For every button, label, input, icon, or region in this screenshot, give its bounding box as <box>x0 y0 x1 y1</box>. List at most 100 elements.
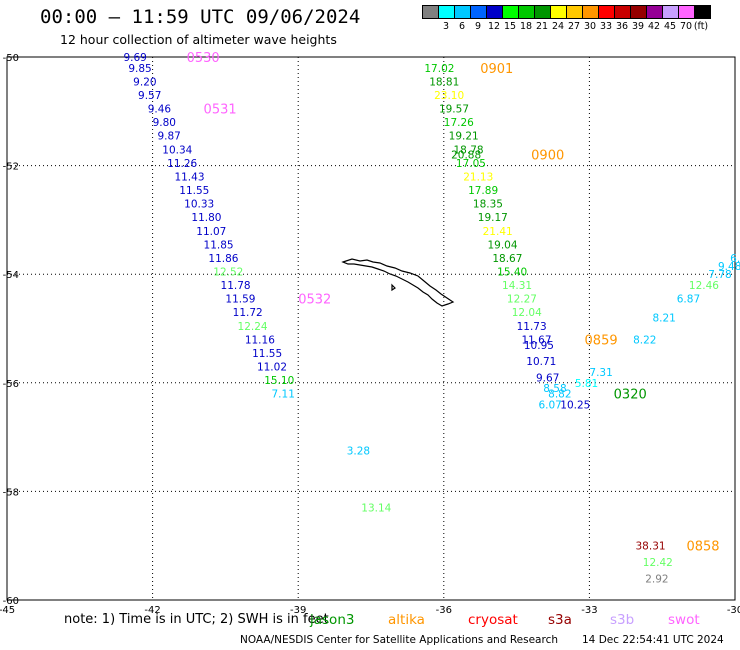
wave-height-value: 9.85 <box>128 63 151 75</box>
wave-height-value: 9.87 <box>157 131 180 143</box>
wave-height-value: 10.95 <box>524 340 554 352</box>
wave-height-value: 12.42 <box>643 557 673 569</box>
wave-height-value: 10.33 <box>184 199 214 211</box>
pass-time-label: 0531 <box>204 103 237 118</box>
lat-tick-label: -52 <box>3 162 19 173</box>
wave-height-value: 6.50 <box>730 253 740 265</box>
pass-time-labels: 0530 0531 0532 0901 0900 0859 0320 0858 <box>187 51 720 555</box>
pass-time-label: 0900 <box>531 149 564 164</box>
legend-label: 30 <box>583 21 597 32</box>
legend-label: 9 <box>474 21 482 32</box>
wave-height-value: 10.25 <box>560 400 590 412</box>
wave-height-value: 11.80 <box>191 212 221 224</box>
wave-height-value: 8.82 <box>548 389 571 401</box>
wave-height-value: 6.07 <box>538 400 561 412</box>
legend-label: 70 <box>679 21 693 32</box>
wave-height-value: 8.58 <box>543 383 566 395</box>
lon-tick-label: -36 <box>436 605 452 616</box>
legend-label: 39 <box>631 21 645 32</box>
wave-height-value: 20.88 <box>451 150 481 162</box>
legend-label: 24 <box>551 21 565 32</box>
page-subtitle: 12 hour collection of altimeter wave hei… <box>60 32 337 47</box>
legend-label: 6 <box>458 21 466 32</box>
wave-height-value: 11.55 <box>179 185 209 197</box>
legend-label: 33 <box>599 21 613 32</box>
lon-tick-label: -33 <box>581 605 597 616</box>
south-georgia-island-coastline <box>341 258 455 307</box>
wave-height-value: 10.34 <box>162 144 192 156</box>
wave-height-value: 9.57 <box>138 90 161 102</box>
wave-height-value: 7.78 <box>708 269 731 281</box>
wave-height-value: 10.71 <box>526 356 556 368</box>
satellite-name: altika <box>388 612 425 628</box>
footer-note: note: 1) Time is in UTC; 2) SWH is in fe… <box>64 612 329 627</box>
wave-height-value: 7.11 <box>272 389 295 401</box>
satellite-name: jason3 <box>310 612 355 628</box>
wave-height-value: 12.52 <box>213 266 243 278</box>
lat-tick-label: -54 <box>3 270 19 281</box>
lat-tick-label: -56 <box>3 379 19 390</box>
wave-height-value: 21.13 <box>463 171 493 183</box>
lon-tick-label: -39 <box>290 605 306 616</box>
wave-height-value: 15.10 <box>264 375 294 387</box>
wave-height-value: 12.04 <box>512 307 542 319</box>
legend-label: 27 <box>567 21 581 32</box>
wave-height-value: 9.20 <box>133 76 156 88</box>
wave-height-value: 19.04 <box>487 239 517 251</box>
wave-height-value: 18.78 <box>454 144 484 156</box>
wave-height-value: 21.41 <box>483 226 513 238</box>
credit-line: NOAA/NESDIS Center for Satellite Applica… <box>240 634 558 646</box>
pass-time-label: 0320 <box>614 388 647 403</box>
wave-height-value: 11.67 <box>521 334 551 346</box>
satellite-name: swot <box>668 612 700 628</box>
wave-height-value: 5.81 <box>575 378 598 390</box>
legend-label: 21 <box>535 21 549 32</box>
legend-label: 18 <box>519 21 533 32</box>
wave-height-value: 19.21 <box>449 131 479 143</box>
generated-timestamp: 14 Dec 22:54:41 UTC 2024 <box>582 634 724 646</box>
wave-height-value: 11.16 <box>245 334 275 346</box>
wave-height-value: 8.21 <box>652 313 675 325</box>
lat-tick-label: -58 <box>3 487 19 498</box>
wave-height-value: 19.17 <box>478 212 508 224</box>
wave-height-value: 3.28 <box>347 446 370 458</box>
lon-tick-label: -42 <box>144 605 160 616</box>
wave-height-value: 11.73 <box>517 321 547 333</box>
wave-height-value: 38.31 <box>636 541 666 553</box>
wave-height-value: 11.72 <box>233 307 263 319</box>
wave-height-value: 14.31 <box>502 280 532 292</box>
wave-height-value: 6.87 <box>677 294 700 306</box>
wave-height-value: 9.80 <box>153 117 176 129</box>
legend-label: 45 <box>663 21 677 32</box>
legend-label: 3 <box>442 21 450 32</box>
axis-labels: -45 -42 -39 -36 -33 -30 -50 -52 -54 -56 -58 -60 <box>0 53 740 616</box>
pass-time-label: 0532 <box>298 293 331 308</box>
wave-height-value: 19.57 <box>439 104 469 116</box>
legend-label: 12 <box>487 21 501 32</box>
wave-height-value: 9.48 <box>718 261 740 273</box>
pass-time-label: 0901 <box>480 62 513 77</box>
legend-swatch <box>694 5 711 19</box>
wave-height-value: 18.35 <box>473 199 503 211</box>
wave-height-value: 12.24 <box>238 321 268 333</box>
wave-height-value: 12.46 <box>689 280 719 292</box>
legend-unit: (ft) <box>693 21 709 32</box>
wave-height-value: 11.07 <box>196 226 226 238</box>
wave-height-value: 11.26 <box>167 158 197 170</box>
wave-height-value: 7.31 <box>589 367 612 379</box>
wave-height-value: 11.02 <box>257 362 287 374</box>
wave-height-value: 11.55 <box>252 348 282 360</box>
wave-height-value: 18.81 <box>429 76 459 88</box>
wave-height-value: 9.46 <box>148 104 172 116</box>
wave-height-value: 9.69 <box>123 52 146 64</box>
map-grid <box>6 56 736 601</box>
wave-height-value: 2.92 <box>645 573 668 585</box>
lon-tick-label: -30 <box>727 605 740 616</box>
wave-height-value: 8.22 <box>633 334 656 346</box>
lon-tick-label: -45 <box>0 605 15 616</box>
wave-height-value: 17.02 <box>424 63 454 75</box>
wave-height-value: 11.59 <box>225 294 255 306</box>
page-title: 00:00 — 11:59 UTC 09/06/2024 <box>40 6 361 28</box>
